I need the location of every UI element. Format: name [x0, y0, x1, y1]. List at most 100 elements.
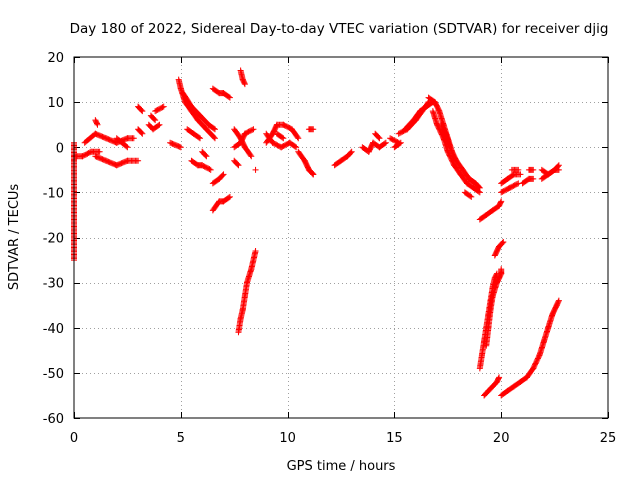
- data-point: [310, 171, 317, 178]
- data-point: [279, 134, 286, 141]
- data-point: [468, 193, 475, 200]
- y-tick-label: 20: [47, 51, 64, 66]
- data-track: [359, 139, 389, 155]
- data-point: [225, 194, 232, 201]
- data-point: [294, 134, 301, 141]
- data-point: [396, 140, 403, 147]
- data-track: [135, 126, 146, 137]
- data-point: [496, 374, 503, 381]
- data-track: [167, 139, 184, 151]
- axis-ticks: 0 5 10 15 20 25 -60 -50 -40 -30 -20 -10 0 10 20: [43, 51, 617, 446]
- data-point: [197, 135, 204, 142]
- data-point: [195, 134, 202, 141]
- data-point: [514, 180, 521, 187]
- data-point: [139, 108, 146, 115]
- data-track: [461, 189, 475, 200]
- data-point: [347, 149, 354, 156]
- data-track: [145, 121, 163, 133]
- data-track: [199, 148, 210, 160]
- data-track: [466, 175, 483, 191]
- data-point: [203, 153, 210, 160]
- data-point: [96, 148, 103, 155]
- data-point: [495, 375, 502, 382]
- y-tick-label: -30: [43, 277, 64, 292]
- data-point: [138, 107, 145, 114]
- data-track: [305, 166, 317, 178]
- y-tick-label: 10: [47, 96, 64, 111]
- data-point: [210, 125, 217, 132]
- chart-title: Day 180 of 2022, Sidereal Day-to-day VTE…: [70, 21, 609, 37]
- data-track: [538, 166, 562, 182]
- data-track: [263, 130, 300, 151]
- data-point: [310, 126, 317, 133]
- x-tick-label: 15: [386, 431, 403, 446]
- data-point: [177, 144, 184, 151]
- x-tick-label: 10: [279, 431, 296, 446]
- data-track: [237, 67, 248, 88]
- data-track: [481, 374, 503, 399]
- data-point: [156, 121, 163, 128]
- data-track: [305, 126, 317, 133]
- data-point: [376, 135, 383, 142]
- data-track: [331, 148, 355, 169]
- data-track: [92, 153, 142, 169]
- data-track: [231, 157, 242, 169]
- data-track: [525, 166, 537, 173]
- data-point: [135, 157, 142, 164]
- data-point: [497, 199, 504, 206]
- data-point: [211, 135, 218, 142]
- data-track: [147, 112, 159, 124]
- data-track: [81, 130, 137, 146]
- data-point: [211, 134, 218, 141]
- y-tick-label: 0: [56, 141, 64, 156]
- data-track: [113, 135, 131, 151]
- data-point: [555, 298, 562, 305]
- data-track: [508, 166, 522, 173]
- data-track: [263, 121, 302, 146]
- data-track: [519, 175, 537, 187]
- data-point: [247, 152, 254, 159]
- data-track: [175, 76, 218, 142]
- data-point: [226, 193, 233, 200]
- data-point: [309, 170, 316, 177]
- data-track: [152, 103, 167, 115]
- data-point: [517, 171, 524, 178]
- y-tick-label: -40: [43, 322, 64, 337]
- data-point: [476, 184, 483, 191]
- data-track: [425, 94, 479, 187]
- data-point: [235, 162, 242, 169]
- data-track: [184, 126, 204, 142]
- data-point: [123, 158, 130, 165]
- data-point: [152, 117, 159, 124]
- data-point: [500, 239, 507, 246]
- y-axis-label: SDTVAR / TECUs: [7, 184, 22, 291]
- data-point: [225, 93, 232, 100]
- data-track: [498, 180, 522, 196]
- x-axis-label: GPS time / hours: [287, 459, 396, 474]
- data-point: [375, 134, 382, 141]
- data-point: [292, 143, 299, 150]
- data-point: [219, 172, 226, 179]
- data-point: [234, 161, 241, 168]
- data-track: [402, 99, 436, 133]
- data-track: [235, 248, 259, 336]
- data-point: [499, 239, 506, 246]
- data-point: [241, 81, 248, 88]
- data-track: [188, 157, 214, 173]
- data-point: [130, 135, 137, 142]
- data-point: [397, 139, 404, 146]
- data-track: [231, 126, 257, 151]
- data-track: [483, 266, 505, 349]
- data-point: [138, 129, 145, 136]
- data-point: [381, 140, 388, 147]
- data-track: [92, 117, 101, 128]
- grid-lines: [74, 57, 608, 418]
- data-point: [475, 183, 482, 190]
- data-track: [252, 166, 259, 173]
- plot-frame: [73, 56, 609, 419]
- data-point: [555, 297, 562, 304]
- y-tick-label: -50: [43, 367, 64, 382]
- data-point: [250, 126, 257, 133]
- data-point: [93, 120, 100, 127]
- y-tick-label: -20: [43, 232, 64, 247]
